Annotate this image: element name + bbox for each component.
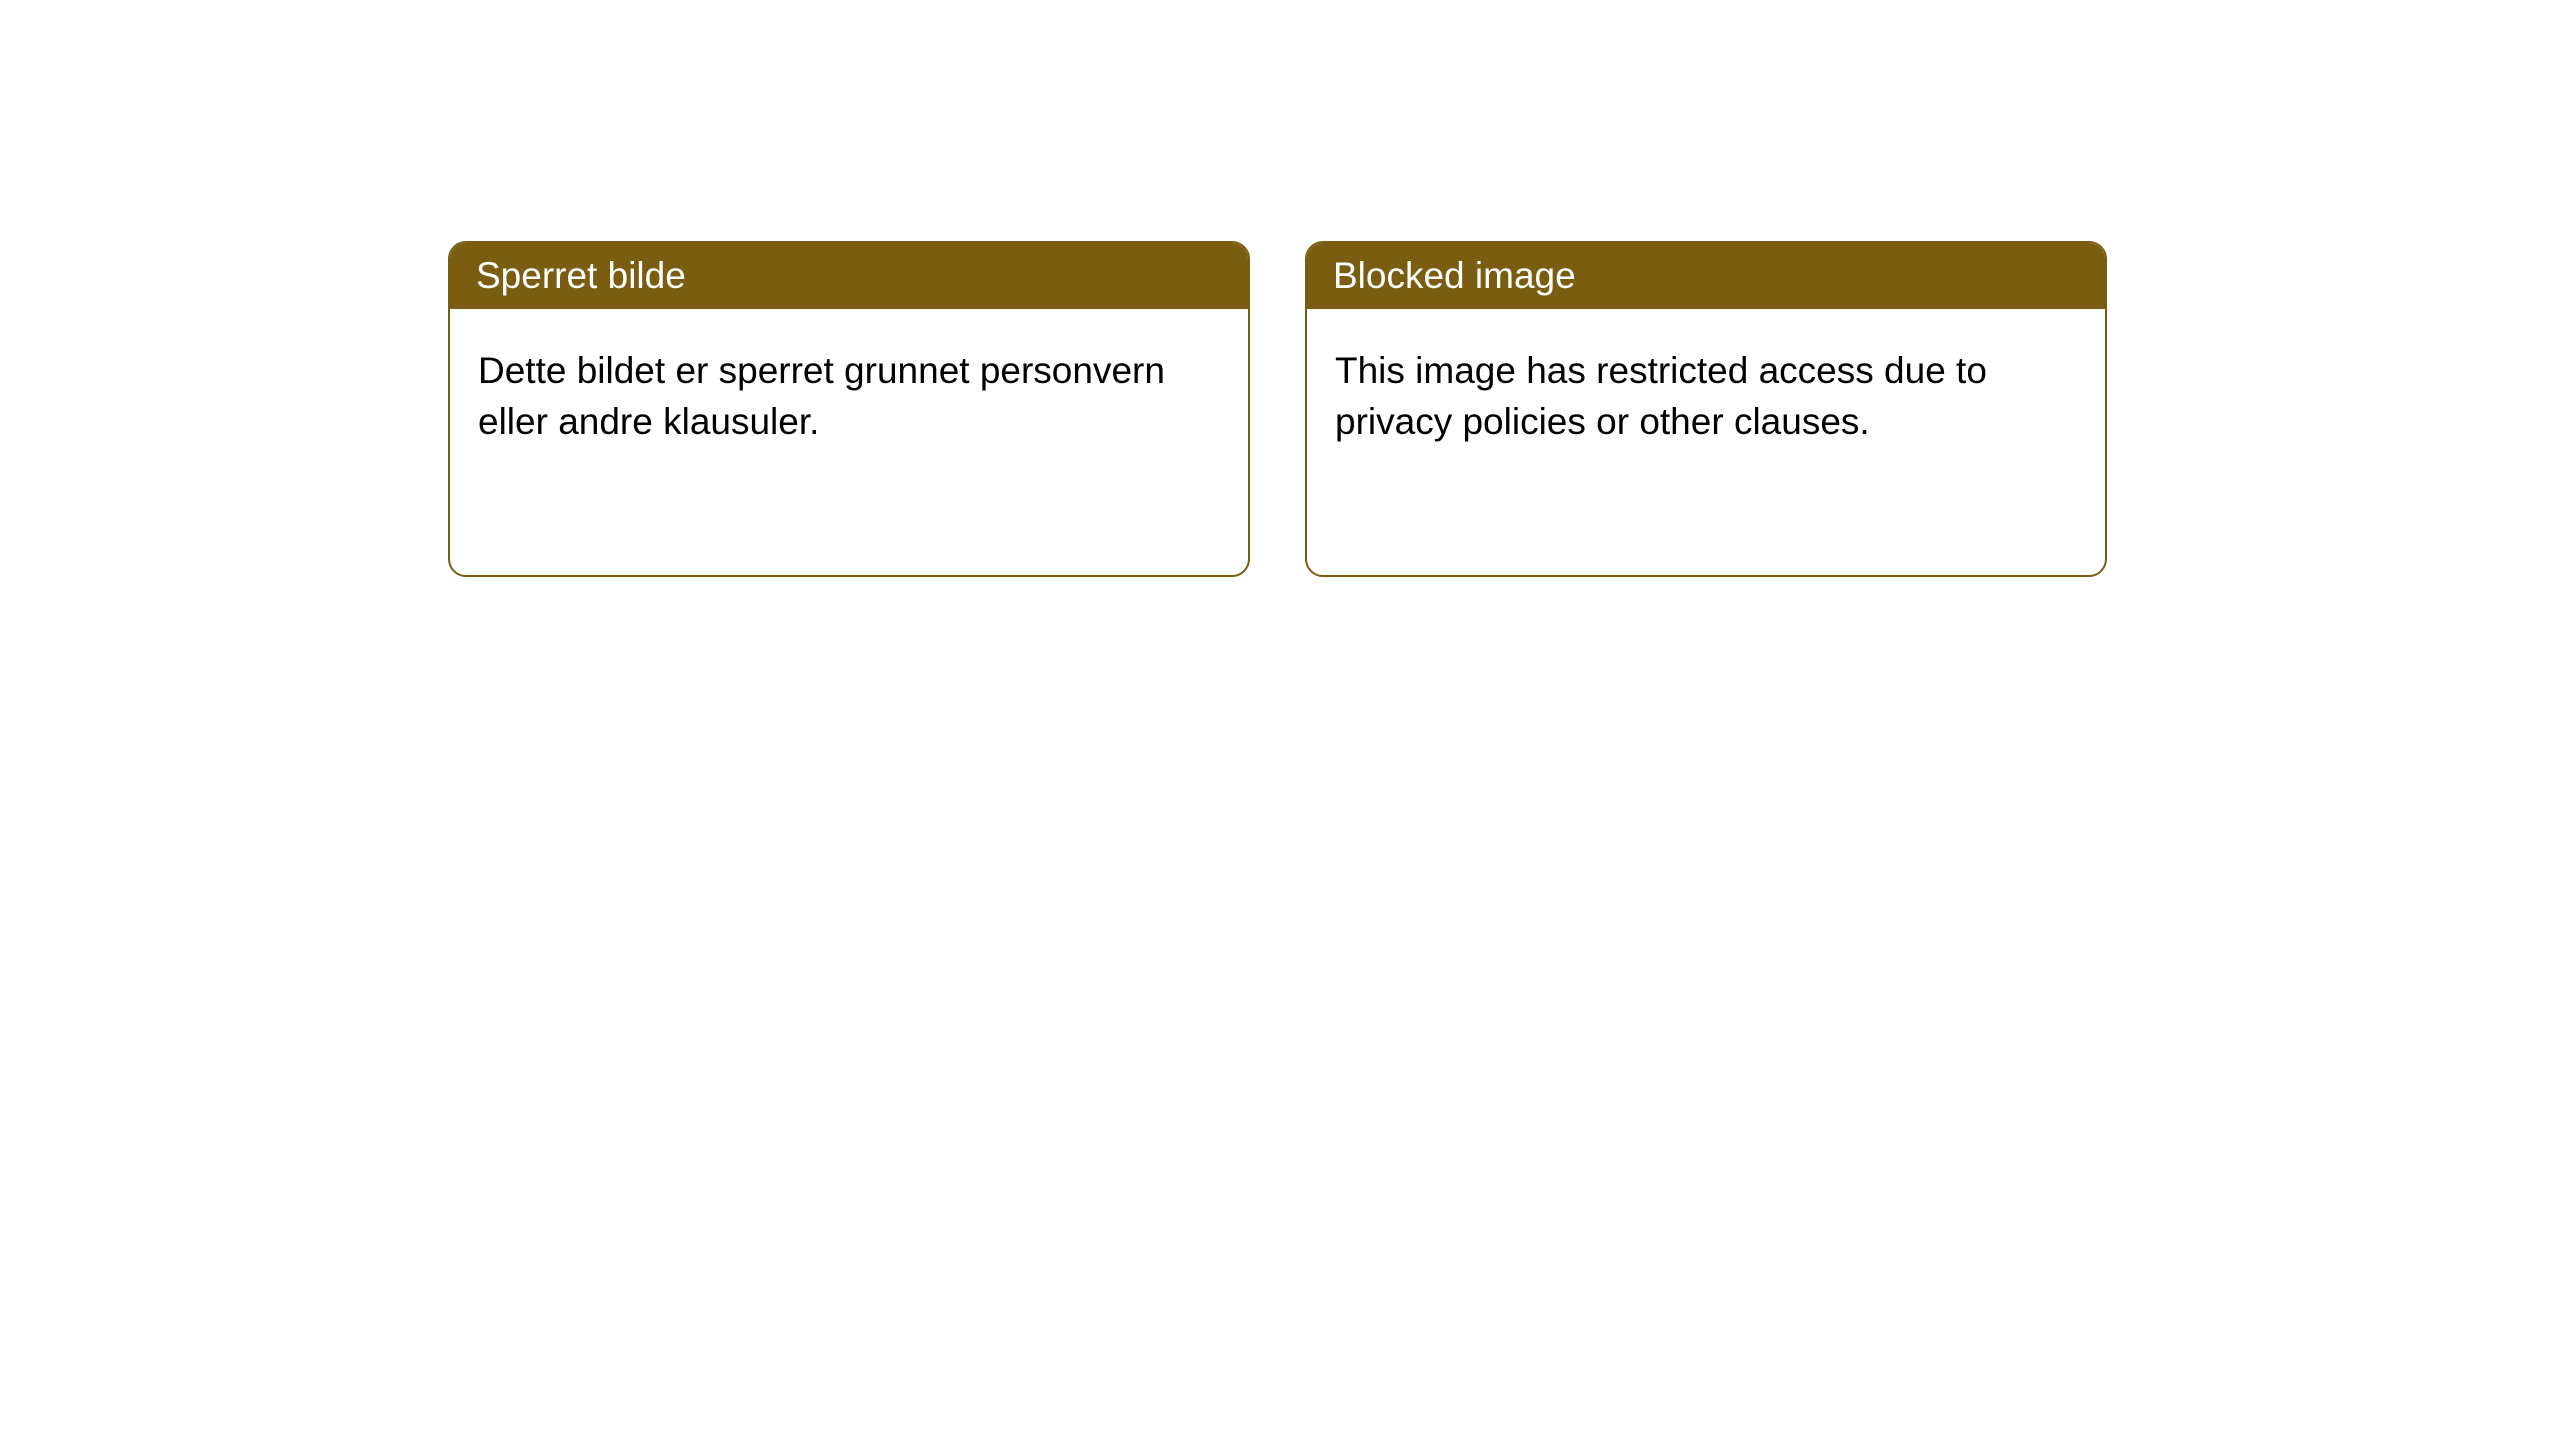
card-title-en: Blocked image [1333, 255, 1576, 296]
card-header-no: Sperret bilde [450, 243, 1248, 309]
blocked-image-card-no: Sperret bilde Dette bildet er sperret gr… [448, 241, 1250, 577]
card-body-en: This image has restricted access due to … [1307, 309, 2105, 483]
card-body-no: Dette bildet er sperret grunnet personve… [450, 309, 1248, 483]
blocked-image-card-en: Blocked image This image has restricted … [1305, 241, 2107, 577]
cards-container: Sperret bilde Dette bildet er sperret gr… [448, 241, 2107, 577]
card-message-en: This image has restricted access due to … [1335, 350, 1987, 442]
card-message-no: Dette bildet er sperret grunnet personve… [478, 350, 1165, 442]
card-header-en: Blocked image [1307, 243, 2105, 309]
card-title-no: Sperret bilde [476, 255, 686, 296]
